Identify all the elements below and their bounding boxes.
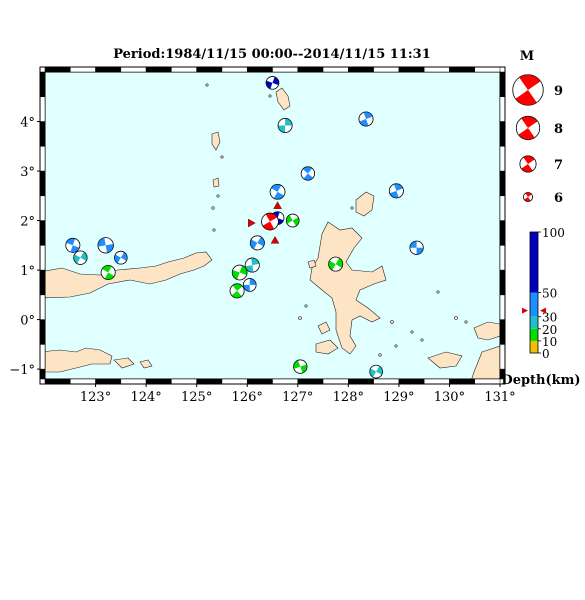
land-new-guinea-coast [471, 345, 500, 379]
lat-tick-label-6: −1° [9, 363, 35, 378]
focal-mechanism-4 [300, 166, 315, 181]
focal-mechanism-6 [269, 184, 286, 200]
focal-mechanism-1 [265, 76, 280, 90]
longitude-axis: 123° 124° 125° 126° 127° 128° 129° 130° 131° [80, 384, 516, 405]
focal-mechanism-9 [261, 212, 279, 231]
legend-label-6: 6 [554, 191, 563, 206]
small-islands [205, 83, 468, 357]
depth-tick-label-1: 100 [542, 226, 565, 240]
focal-mechanism-16 [73, 250, 88, 265]
focal-mechanism-13 [243, 278, 257, 292]
depth-marker-right [540, 307, 546, 314]
lat-tick-label-5: 0° [20, 314, 35, 329]
lon-tick-label-8: 130° [434, 390, 465, 405]
legend-ball-9 [512, 74, 544, 106]
lon-tick-label-7: 129° [383, 390, 414, 405]
legend-label-8: 8 [554, 122, 563, 137]
lon-tick-label-6: 128° [333, 390, 364, 405]
lon-tick-label-5: 127° [282, 390, 313, 405]
land-ternate [307, 259, 317, 269]
depth-tick-label-2: 50 [542, 287, 557, 301]
land-sulawesi-south [45, 347, 113, 373]
focal-mechanism-21 [409, 240, 424, 255]
focal-mechanism-14 [229, 283, 245, 299]
depth-band-2 [530, 328, 538, 341]
focal-mechanism-5 [388, 183, 404, 199]
legend-label-9: 9 [554, 84, 563, 99]
latitude-axis: 4° 3° 2° 1° 0° −1° [9, 116, 40, 378]
focal-mechanism-23 [369, 364, 383, 379]
depth-tick-label-4: 20 [542, 323, 557, 337]
lat-tick-label-1: 4° [20, 116, 35, 131]
depth-band-4 [530, 292, 538, 317]
land-obi [315, 339, 339, 355]
land-sangihe [211, 131, 221, 151]
land-talaud [275, 87, 291, 111]
marker-2 [270, 235, 280, 244]
land-bacan [317, 321, 331, 335]
lon-tick-label-3: 125° [181, 390, 212, 405]
lon-tick-label-2: 124° [130, 390, 161, 405]
focal-mechanism-19 [100, 265, 116, 280]
marker-1 [248, 218, 256, 228]
focal-mechanism-17 [114, 250, 128, 265]
focal-mechanism-10 [249, 235, 265, 251]
land-morotai [355, 191, 375, 217]
depth-tick-label-3: 30 [542, 311, 557, 325]
depth-tick-label-5: 10 [542, 335, 557, 349]
focal-mechanism-11 [244, 257, 260, 273]
focal-mechanism-layer [65, 76, 424, 379]
legend-title: M [520, 49, 534, 64]
focal-mechanism-3 [358, 111, 374, 127]
figure-title: Period:1984/11/15 00:00--2014/11/15 11:3… [113, 47, 431, 62]
focal-mechanism-8 [285, 213, 300, 228]
focal-mechanism-12 [231, 264, 248, 281]
legend-label-7: 7 [554, 158, 563, 173]
land-layer [45, 83, 500, 379]
focal-mechanism-15 [65, 237, 81, 253]
land-misool [427, 351, 463, 369]
focal-mechanism-18 [97, 237, 114, 254]
depth-band-3 [530, 316, 538, 329]
magnitude-legend: M 9 8 7 6 [512, 49, 563, 206]
depth-tick-label-6: 0 [542, 347, 550, 361]
focal-mechanism-22 [293, 359, 308, 374]
lat-tick-label-2: 3° [20, 165, 35, 180]
depth-band-1 [530, 340, 538, 353]
land-siau [212, 177, 220, 188]
station-marker-layer [248, 201, 282, 244]
land-peleng [113, 357, 135, 369]
focal-mechanism-2 [277, 118, 293, 133]
marker-3 [273, 201, 282, 209]
depth-band-5 [530, 232, 538, 293]
land-banggai [139, 359, 153, 369]
focal-mechanism-20 [328, 256, 344, 272]
depth-label: Depth(km) [501, 373, 580, 388]
land-waigeo [473, 321, 500, 341]
lat-tick-label-4: 1° [20, 264, 35, 279]
land-halmahera [309, 221, 387, 355]
map-panel: 123° 124° 125° 126° 127° 128° 129° 130° 131° 4° 3… [9, 66, 516, 405]
legend-ball-7 [519, 155, 537, 173]
lon-tick-label-1: 123° [80, 390, 111, 405]
lat-tick-label-3: 2° [20, 215, 35, 230]
legend-ball-8 [515, 115, 541, 141]
lon-tick-label-9: 131° [484, 390, 515, 405]
map-frame [39, 66, 506, 385]
lon-tick-label-4: 126° [232, 390, 263, 405]
depth-marker-left [522, 307, 528, 314]
legend-ball-6 [523, 192, 533, 202]
